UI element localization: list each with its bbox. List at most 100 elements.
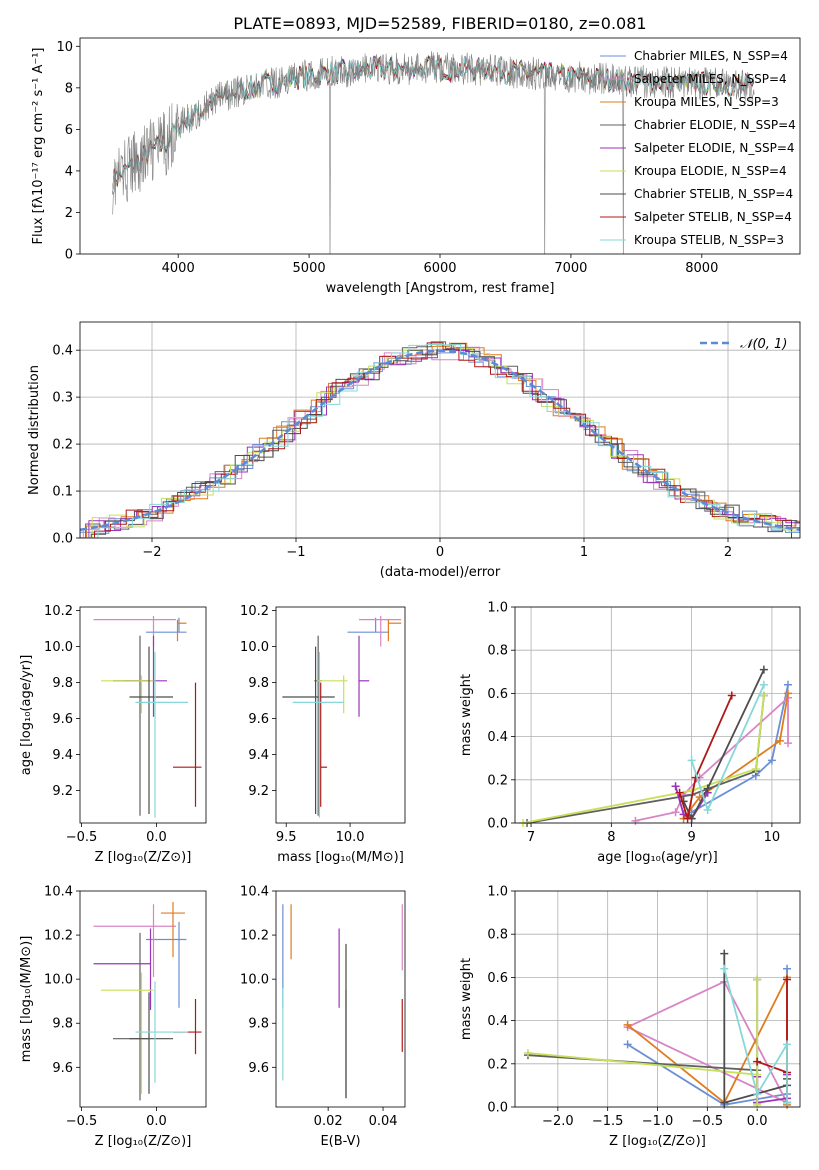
plus-marker	[753, 1090, 762, 1099]
y-tick-label: 8	[65, 81, 73, 96]
x-tick-label: 9.5	[276, 830, 297, 845]
y-tick-label: 10.0	[240, 973, 269, 988]
y-tick-label: 10.4	[240, 885, 269, 900]
plus-marker	[623, 1020, 632, 1029]
plus-marker	[783, 739, 792, 748]
y-tick-label: 9.6	[248, 1061, 269, 1076]
y-tick-label: 0.0	[52, 532, 73, 547]
plus-marker	[675, 788, 684, 797]
plus-marker	[683, 814, 692, 823]
y-tick-label: 9.6	[52, 712, 73, 727]
plus-marker	[759, 665, 768, 674]
plus-marker	[759, 691, 768, 700]
y-tick-label: 0.3	[52, 391, 73, 406]
mass-vs-metallicity-panel: −0.5 0.0 9.6 9.8 10.0 10.2 10.4 Z [log₁₀(Z/Z⊙)]…	[19, 885, 207, 1149]
y-tick-label: 1.0	[487, 885, 508, 900]
axes-frame	[514, 606, 801, 824]
x-tick-label: −2.0	[542, 1114, 574, 1129]
y-tick-label: 9.6	[248, 712, 269, 727]
x-tick-label: 0.0	[747, 1114, 768, 1129]
y-tick-label: 9.8	[248, 676, 269, 691]
y-tick-label: 0.2	[487, 773, 508, 788]
axes-frame	[79, 321, 801, 539]
plus-marker	[720, 964, 729, 973]
axes-frame	[79, 37, 801, 255]
y-tick-label: 9.4	[52, 748, 73, 763]
x-axis-label: Z [log₁₀(Z/Z⊙)]	[609, 1134, 706, 1149]
y-tick-label: 10.0	[44, 973, 73, 988]
x-tick-label: 6000	[423, 261, 456, 276]
mass-weight-series-line	[522, 695, 765, 823]
age-vs-metallicity-panel: −0.5 0.0 9.2 9.4 9.6 9.8 10.0 10.2 Z [log₁₀(Z/Z⊙…	[19, 604, 207, 865]
legend-entry: Salpeter MILES, N_SSP=4	[634, 72, 787, 86]
plus-marker	[523, 1049, 532, 1057]
y-tick-label: 9.2	[52, 784, 73, 799]
x-axis-label: wavelength [Angstrom, rest frame]	[326, 281, 555, 296]
plus-marker	[671, 808, 680, 817]
y-tick-label: 0.4	[487, 1014, 508, 1029]
axes-frame	[275, 606, 406, 824]
x-tick-label: −2	[142, 545, 161, 560]
y-axis-label: Flux [fλ10⁻¹⁷ erg cm⁻² s⁻¹ A⁻¹]	[31, 48, 46, 245]
histogram-step-series	[80, 343, 800, 538]
x-tick-label: 7000	[554, 261, 587, 276]
x-tick-label: 10	[764, 830, 781, 845]
age-vs-mass-panel: 9.5 10.0 9.2 9.4 9.6 9.8 10.0 10.2 mass [log₁₀(M…	[240, 604, 406, 865]
x-tick-label: −0.5	[66, 1114, 98, 1129]
y-tick-label: 0.4	[52, 344, 73, 359]
x-tick-label: 5000	[293, 261, 326, 276]
mass-weight-series-line	[682, 669, 765, 821]
x-tick-label: −0.5	[66, 830, 98, 845]
spectrum-panel: 4000 5000 6000 7000 8000 0 2 4 6 8 10 wavelength [A…	[31, 37, 801, 296]
plus-marker	[703, 784, 712, 793]
axes-frame	[275, 890, 406, 1108]
y-axis-label: mass weight	[459, 958, 474, 1040]
y-tick-label: 10.2	[240, 604, 269, 619]
y-tick-label: 10.2	[44, 604, 73, 619]
x-axis-label: Z [log₁₀(Z/Z⊙)]	[95, 1134, 192, 1149]
mass-weight-series-line	[678, 695, 733, 819]
y-tick-label: 0.8	[487, 644, 508, 659]
plus-marker	[687, 786, 696, 795]
y-tick-label: 4	[65, 164, 73, 179]
y-axis-label: mass weight	[459, 674, 474, 756]
mass-weight-series-line	[682, 693, 789, 820]
axes-frame	[514, 890, 801, 1108]
mass-weight-series-line	[635, 695, 789, 822]
plus-marker	[720, 1098, 729, 1107]
x-tick-label: 2	[724, 545, 732, 560]
y-tick-label: 9.8	[248, 1017, 269, 1032]
y-tick-label: 0	[65, 248, 73, 263]
x-tick-label: 0.0	[146, 1114, 167, 1129]
x-tick-label: 7	[527, 830, 535, 845]
legend-entry: 𝒩(0, 1)	[740, 337, 787, 352]
plus-marker	[751, 765, 760, 773]
mass-vs-extinction-panel: 0.02 0.04 9.6 9.8 10.0 10.2 10.4 E(B-V)	[240, 885, 406, 1149]
plus-marker	[783, 964, 792, 973]
legend-entry: Kroupa MILES, N_SSP=3	[634, 95, 779, 109]
x-axis-label: E(B-V)	[320, 1134, 360, 1149]
plus-marker	[727, 691, 736, 700]
plus-marker	[783, 1098, 792, 1107]
x-tick-label: 0.02	[314, 1114, 343, 1129]
mass-weight-series-line	[723, 953, 788, 1104]
mass-weight-series-line	[527, 979, 759, 1103]
y-tick-label: 10.4	[44, 885, 73, 900]
axes-frame	[79, 890, 207, 1108]
mass-weight-series-line	[527, 979, 759, 1105]
y-tick-label: 0.8	[487, 928, 508, 943]
x-axis-label: Z [log₁₀(Z/Z⊙)]	[95, 850, 192, 865]
y-tick-label: 0.6	[487, 687, 508, 702]
y-tick-label: 0.4	[487, 730, 508, 745]
y-tick-label: 0.0	[487, 817, 508, 832]
y-tick-label: 9.4	[248, 748, 269, 763]
y-tick-label: 9.2	[248, 784, 269, 799]
legend-entry: Chabrier STELIB, N_SSP=4	[634, 187, 793, 201]
y-axis-label: mass [log₁₀(M/M⊙)]	[19, 936, 34, 1063]
y-tick-label: 0.1	[52, 485, 73, 500]
y-tick-label: 2	[65, 206, 73, 221]
y-tick-label: 10.2	[240, 929, 269, 944]
mass-weight-series-line	[723, 968, 788, 1103]
plus-marker	[783, 689, 792, 698]
